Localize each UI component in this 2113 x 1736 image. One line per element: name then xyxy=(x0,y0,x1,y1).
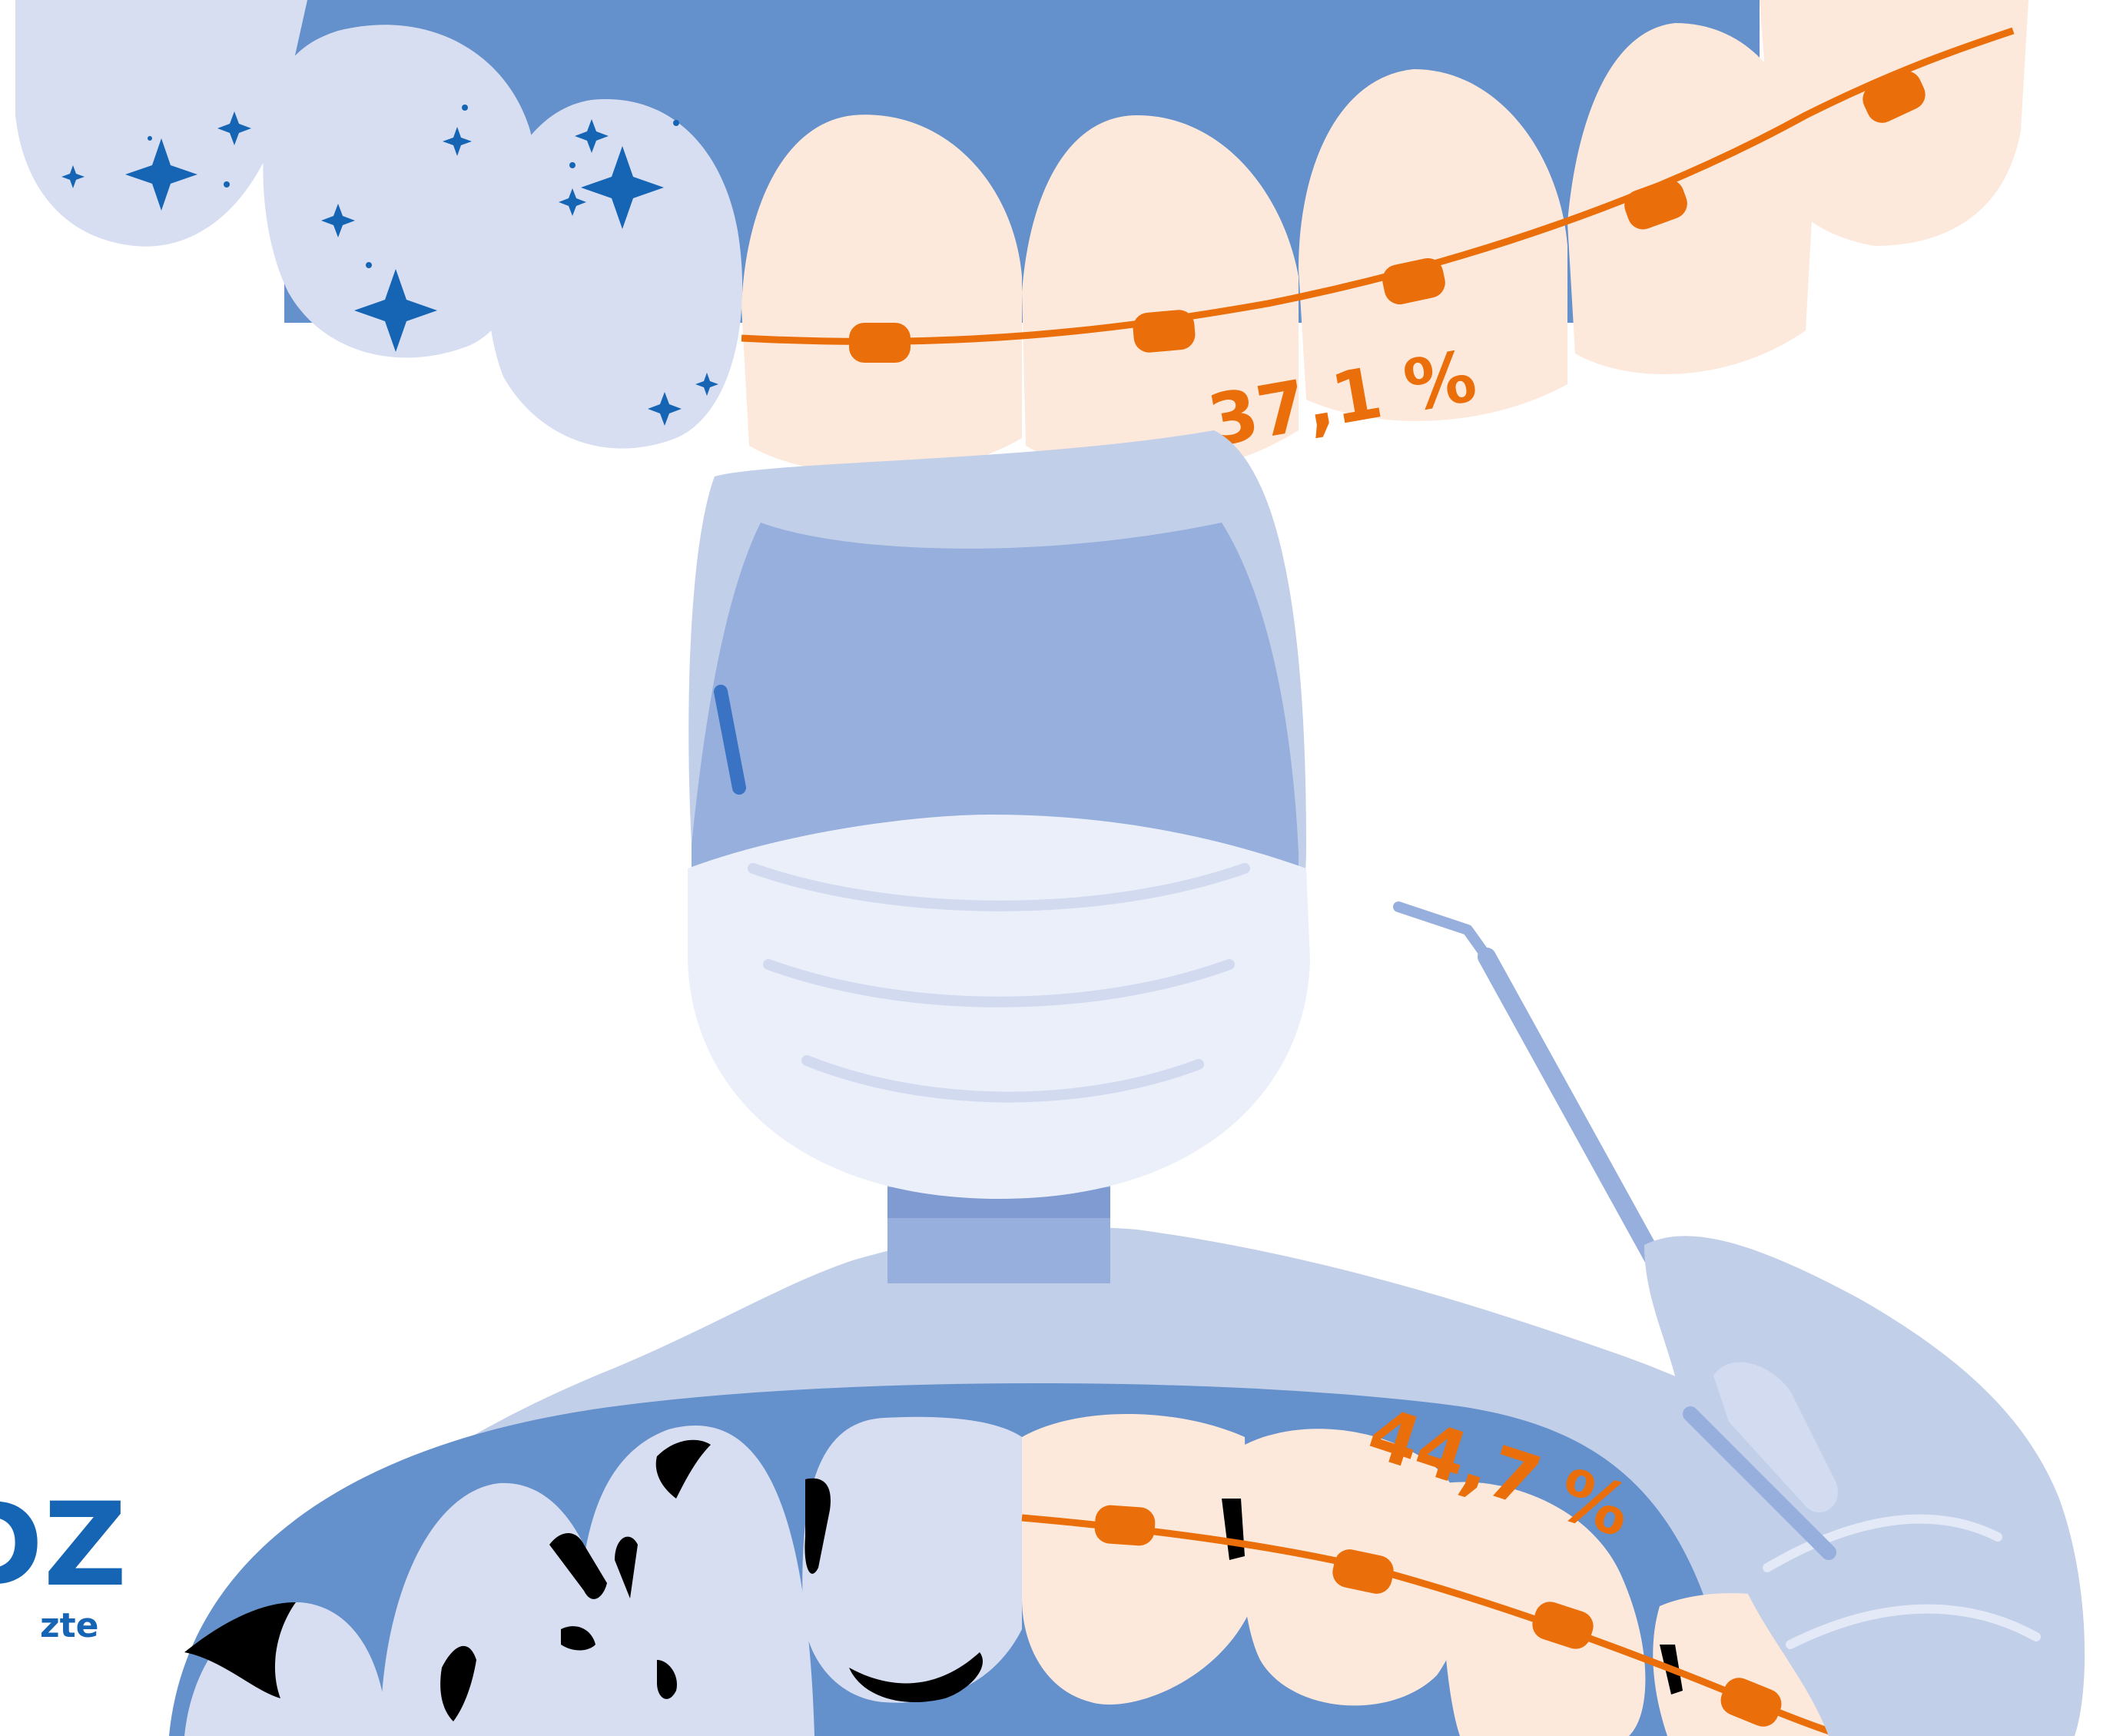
lower-brackets xyxy=(1094,1505,1782,1727)
sparkle-icon xyxy=(125,138,197,211)
mask-pleats xyxy=(748,863,1250,1103)
upper-tooth-2 xyxy=(263,25,539,358)
probe-under-glove xyxy=(1683,1406,1836,1560)
lower-jaw: 44,7 % xyxy=(169,1383,1866,1736)
brace-bracket xyxy=(1094,1505,1156,1546)
upper-brace-wire xyxy=(741,27,2015,345)
sparkle-icon xyxy=(575,119,609,153)
upper-brackets xyxy=(849,71,1926,363)
sparkle-icon xyxy=(559,188,586,216)
upper-jaw: 37,1 % xyxy=(15,0,2028,476)
dentist-face xyxy=(692,523,1299,891)
brace-bracket xyxy=(1624,179,1687,230)
upper-tooth-7 xyxy=(1567,23,1813,375)
brace-bracket xyxy=(1382,257,1445,305)
brace-bracket xyxy=(1332,1549,1394,1594)
sparkle-icon xyxy=(217,111,251,145)
lower-tooth-3 xyxy=(579,1425,814,1736)
sparkle-icon xyxy=(321,204,355,237)
lower-tooth-4 xyxy=(802,1416,1022,1703)
sparkle-icon xyxy=(443,127,472,156)
upper-tooth-1 xyxy=(15,0,307,247)
brace-bracket xyxy=(1863,71,1926,123)
brace-bracket xyxy=(849,323,911,363)
sparkle-icon xyxy=(61,165,85,188)
logo: DZ zte xyxy=(0,1479,127,1645)
sparkle-icon xyxy=(354,269,437,352)
brace-bracket xyxy=(1532,1602,1594,1649)
glove-finger xyxy=(1713,1362,1838,1513)
logo-text: DZ xyxy=(0,1479,127,1612)
upper-tooth-4 xyxy=(741,115,1022,474)
gloved-hand xyxy=(1644,1236,2085,1736)
upper-tooth-5 xyxy=(1022,115,1299,476)
probe-tip xyxy=(1393,901,1492,962)
brace-bracket xyxy=(1720,1678,1782,1727)
upper-tooth-6 xyxy=(1299,69,1567,421)
sparkle-icon xyxy=(581,146,664,229)
lower-tooth-5 xyxy=(1022,1414,1249,1705)
upper-tooth-3 xyxy=(487,99,743,449)
brace-bracket xyxy=(1133,310,1196,353)
glove-fold xyxy=(1786,1604,2041,1649)
mask-strap xyxy=(714,685,746,795)
logo-subtext: zte xyxy=(40,1606,98,1645)
sparkle-icon xyxy=(648,392,682,426)
sparkles xyxy=(61,105,718,426)
upper-tooth-8 xyxy=(1760,0,2028,246)
sparkle-icon xyxy=(695,373,718,396)
glove-fold xyxy=(1763,1514,2002,1572)
